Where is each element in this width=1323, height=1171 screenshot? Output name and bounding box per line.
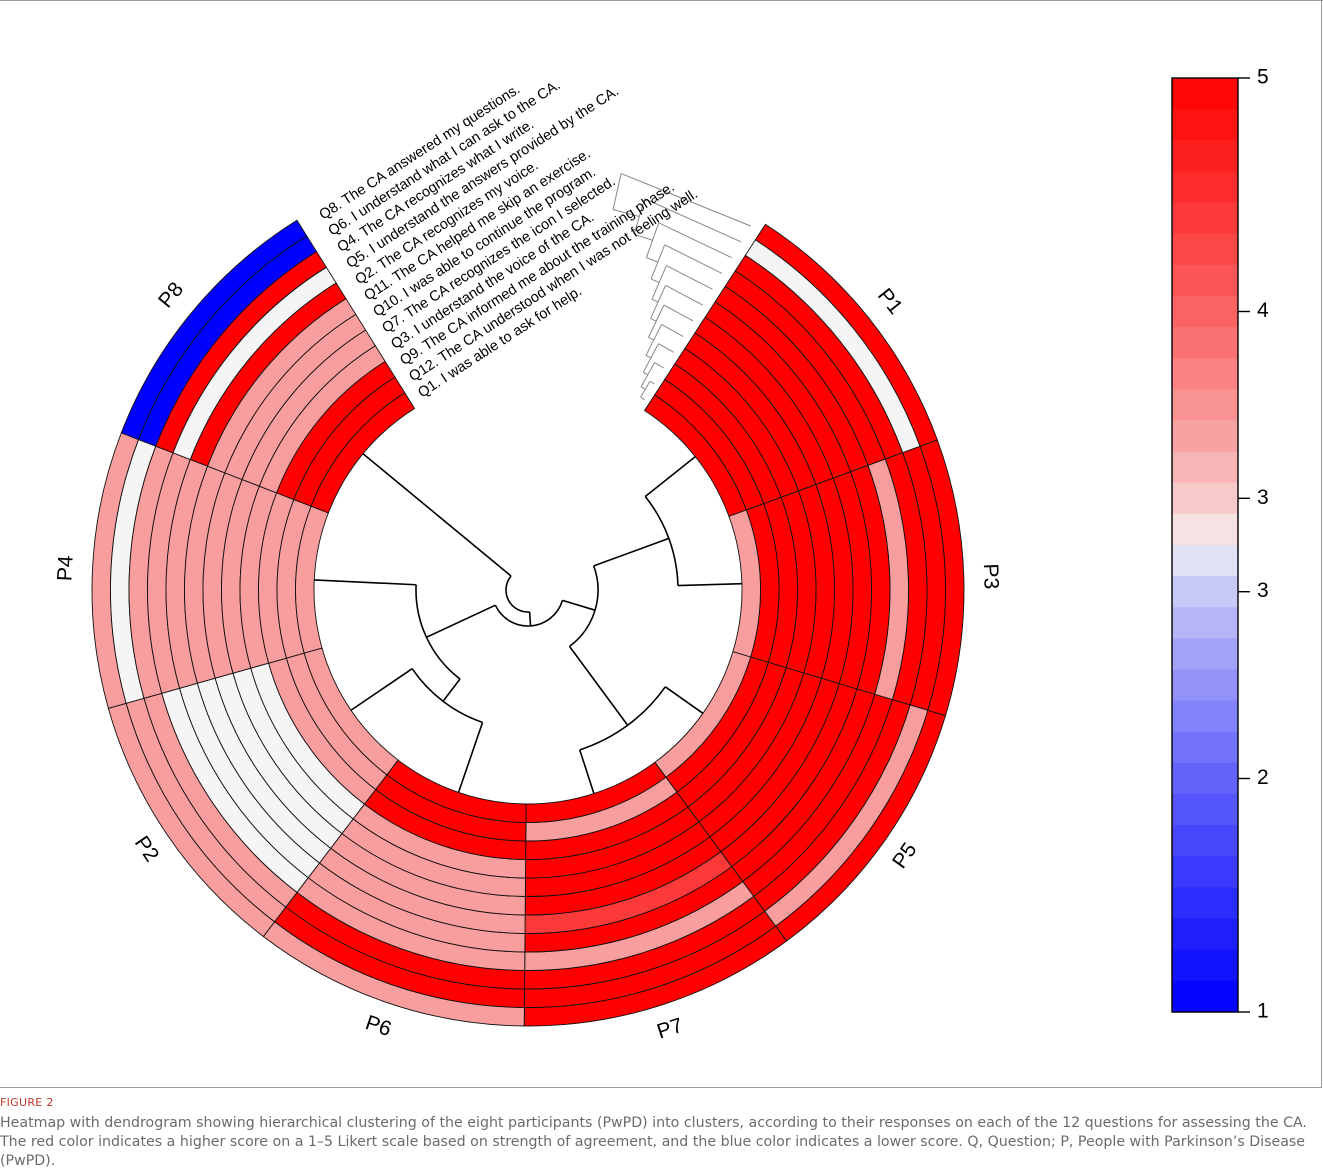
colorbar-swatch xyxy=(1172,700,1238,733)
participant-label-p5: P5 xyxy=(888,839,922,873)
colorbar-swatch xyxy=(1172,949,1238,982)
colorbar-tick-label: 5 xyxy=(1257,66,1269,89)
question-dendrogram-link xyxy=(651,265,667,300)
participant-label-p6: P6 xyxy=(362,1011,394,1041)
colorbar-swatch xyxy=(1172,638,1238,671)
dendrogram-branch xyxy=(314,579,417,586)
colorbar-swatch xyxy=(1172,980,1238,1013)
dendrogram-branch xyxy=(362,453,512,577)
question-dendrogram-branch xyxy=(664,244,723,274)
participant-label-p7: P7 xyxy=(654,1014,686,1044)
question-dendrogram-link xyxy=(612,173,622,210)
question-dendrogram-branch xyxy=(644,198,742,243)
colorbar-swatch xyxy=(1172,451,1238,484)
dendrogram-branch xyxy=(578,749,595,794)
colorbar-swatch xyxy=(1172,389,1238,422)
question-dendrogram-branch xyxy=(649,380,655,385)
colorbar-swatch xyxy=(1172,140,1238,172)
question-dendrogram-branch xyxy=(666,265,713,290)
colorbar-swatch xyxy=(1172,233,1238,266)
question-dendrogram-branch xyxy=(646,257,659,263)
colorbar-swatch xyxy=(1172,918,1238,951)
question-dendrogram-branch xyxy=(654,362,665,369)
question-dendrogram-branch xyxy=(620,173,752,227)
question-dendrogram-branch xyxy=(658,222,732,259)
question-dendrogram-link xyxy=(640,381,651,398)
question-dendrogram-branch xyxy=(640,386,646,390)
colorbar-swatch xyxy=(1172,482,1238,515)
question-dendrogram-branch xyxy=(640,396,645,401)
figure-label: FIGURE 2 xyxy=(0,1096,54,1109)
colorbar-tick-label: 4 xyxy=(1257,299,1269,322)
question-dendrogram-branch xyxy=(650,278,660,283)
colorbar-swatch xyxy=(1172,545,1238,577)
colorbar-swatch xyxy=(1172,171,1238,204)
question-dendrogram-branch xyxy=(643,371,649,376)
heat-cell-p8-row-12 xyxy=(310,392,416,514)
colorbar-swatch xyxy=(1172,669,1238,702)
colorbar-swatch xyxy=(1172,794,1238,826)
question-dendrogram-branch xyxy=(650,318,657,322)
colorbar-swatch xyxy=(1172,856,1238,889)
colorbar-swatch xyxy=(1172,109,1238,141)
dendrogram-branch xyxy=(593,537,670,567)
colorbar-tick-label: 2 xyxy=(1257,766,1269,789)
colorbar-swatch xyxy=(1172,513,1238,546)
figure-frame xyxy=(0,0,1322,1088)
top-border xyxy=(0,0,1323,1)
participant-label-p3: P3 xyxy=(979,563,1003,589)
colorbar-swatch xyxy=(1172,78,1238,110)
question-dendrogram-branch xyxy=(661,324,684,337)
colorbar-swatch xyxy=(1172,762,1238,795)
dendrogram-branch xyxy=(562,599,596,611)
participant-label-p1: P1 xyxy=(873,284,907,318)
question-dendrogram-branch xyxy=(663,304,694,322)
colorbar-swatch xyxy=(1172,576,1238,608)
dendrogram-branch xyxy=(644,455,696,498)
participant-label-p2: P2 xyxy=(130,832,163,866)
question-dendrogram-branch xyxy=(665,284,703,306)
colorbar-swatch xyxy=(1172,731,1238,764)
question-dendrogram-link xyxy=(650,285,667,319)
dendrogram-branch xyxy=(664,686,704,714)
colorbar-tick-label: 1 xyxy=(1257,1000,1269,1023)
colorbar-swatch xyxy=(1172,295,1238,328)
colorbar-swatch xyxy=(1172,358,1238,390)
colorbar-swatch xyxy=(1172,327,1238,359)
dendrogram-branch xyxy=(568,645,629,726)
colorbar-tick-label: 3 xyxy=(1257,579,1269,602)
colorbar-tick-label: 3 xyxy=(1257,486,1269,509)
color-legend: 1 2 3 3 4 5 xyxy=(1171,66,1269,1023)
dendrogram-branch xyxy=(528,611,532,626)
dendrogram-arc xyxy=(505,575,530,613)
question-dendrogram-branch xyxy=(648,336,654,341)
participant-dendrogram xyxy=(314,453,742,794)
figure-caption: Heatmap with dendrogram showing hierarch… xyxy=(0,1115,1307,1169)
heatmap-rings xyxy=(91,219,965,1027)
colorbar-swatch xyxy=(1172,420,1238,453)
colorbar-swatch xyxy=(1172,264,1238,297)
question-dendrogram xyxy=(612,173,752,401)
dendrogram-branch xyxy=(442,678,461,702)
question-dendrogram-branch xyxy=(612,209,640,217)
dendrogram-branch xyxy=(677,582,742,587)
colorbar-swatch xyxy=(1172,825,1238,857)
dendrogram-branch xyxy=(457,722,484,793)
colorbar-swatch xyxy=(1172,607,1238,639)
question-dendrogram-link xyxy=(648,304,665,338)
colorbar-swatch xyxy=(1172,202,1238,235)
question-dendrogram-branch xyxy=(633,233,653,241)
question-dendrogram-branch xyxy=(658,343,674,353)
dendrogram-branch xyxy=(350,668,413,711)
question-dendrogram-link xyxy=(640,362,656,388)
question-dendrogram-branch xyxy=(651,298,659,303)
colorbar-frame xyxy=(1171,77,1239,1013)
dendrogram-branch xyxy=(426,604,496,639)
participant-label-p4: P4 xyxy=(53,555,77,582)
question-dendrogram-branch xyxy=(645,354,652,359)
participant-label-p8: P8 xyxy=(154,278,188,312)
colorbar-swatch xyxy=(1172,887,1238,920)
